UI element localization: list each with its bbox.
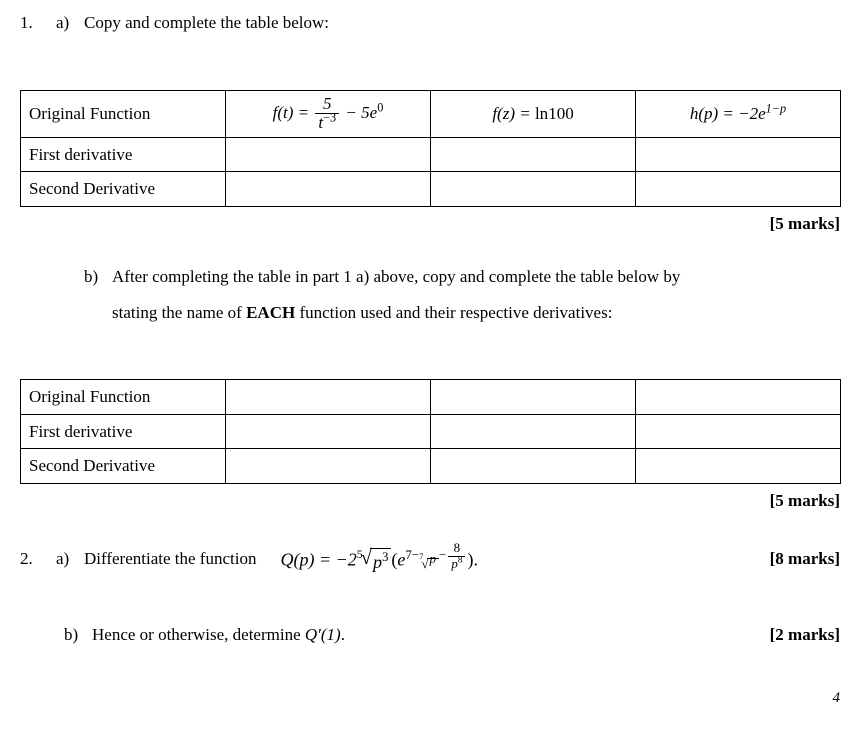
t1-r2-label: Second Derivative bbox=[21, 172, 226, 207]
q2b-qprime: Q′(1) bbox=[305, 625, 341, 644]
t1-r0-c1: f(t) = 5t−3 − 5e0 bbox=[226, 90, 431, 137]
t1r0c1-eexp: 0 bbox=[377, 100, 383, 114]
q2a-dot: . bbox=[473, 550, 478, 570]
t1r0c1-fden-e: −3 bbox=[323, 111, 336, 125]
q1b-marks: [5 marks] bbox=[20, 488, 840, 514]
t1r0c1-minus: − 5 bbox=[341, 103, 369, 122]
q2a-expm1: − bbox=[412, 547, 419, 562]
q1-number: 1. bbox=[20, 10, 56, 36]
t1-r0-c3: h(p) = −2e1−p bbox=[636, 90, 841, 137]
q1b-line2-pre: stating the name of bbox=[112, 303, 246, 322]
t2-r0-c2 bbox=[431, 380, 636, 415]
t1-r2-c1 bbox=[226, 172, 431, 207]
q2a-expfdene: 8 bbox=[458, 555, 463, 565]
t1-r0-c2: f(z) = ln100 bbox=[431, 90, 636, 137]
q2a-expm2: − bbox=[439, 547, 446, 562]
t2-r2-label: Second Derivative bbox=[21, 449, 226, 484]
q1b-block: b) After completing the table in part 1 … bbox=[84, 264, 842, 325]
q2a-radexp: 3 bbox=[382, 549, 388, 564]
q2a-text: Differentiate the function bbox=[84, 546, 256, 572]
q2b-dot: . bbox=[341, 625, 345, 644]
t2-r0-label: Original Function bbox=[21, 380, 226, 415]
t2-r1-c3 bbox=[636, 414, 841, 449]
t1-r1-c1 bbox=[226, 137, 431, 172]
t2-r1-label: First derivative bbox=[21, 414, 226, 449]
q2a-exprarg: p bbox=[427, 558, 439, 571]
q1a-text: Copy and complete the table below: bbox=[84, 10, 842, 36]
t1-r2-c2 bbox=[431, 172, 636, 207]
t1-r1-c2 bbox=[431, 137, 636, 172]
t1-r1-label: First derivative bbox=[21, 137, 226, 172]
q2b-marks: [2 marks] bbox=[770, 622, 840, 648]
table-row: Original Function bbox=[21, 380, 841, 415]
q2b-label: b) bbox=[64, 622, 92, 648]
q1b-line2-bold: EACH bbox=[246, 303, 295, 322]
t1-r0-label: Original Function bbox=[21, 90, 226, 137]
table-2: Original Function First derivative Secon… bbox=[20, 379, 841, 484]
t2-r1-c2 bbox=[431, 414, 636, 449]
q2b-textpre: Hence or otherwise, determine bbox=[92, 625, 305, 644]
q1a-label: a) bbox=[56, 10, 84, 36]
q2a-math: Q(p) = −25√p3(e7−7√p−8p8). bbox=[280, 541, 478, 576]
q2a-marks: [8 marks] bbox=[770, 546, 840, 572]
q2-number: 2. bbox=[20, 546, 56, 572]
table-row: Second Derivative bbox=[21, 172, 841, 207]
t2-r2-c2 bbox=[431, 449, 636, 484]
t1r0c3-pre: h(p) = −2 bbox=[690, 104, 758, 123]
page-number: 4 bbox=[20, 687, 840, 710]
q2a-label: a) bbox=[56, 546, 84, 572]
table-row: First derivative bbox=[21, 414, 841, 449]
table-row: Original Function f(t) = 5t−3 − 5e0 f(z)… bbox=[21, 90, 841, 137]
t2-r0-c1 bbox=[226, 380, 431, 415]
t1r0c2-ln: ln bbox=[535, 104, 548, 123]
q1b-label: b) bbox=[84, 264, 112, 290]
t2-r1-c1 bbox=[226, 414, 431, 449]
t1r0c3-eexp: 1−p bbox=[766, 101, 787, 115]
table-1: Original Function f(t) = 5t−3 − 5e0 f(z)… bbox=[20, 90, 841, 207]
q1a-marks: [5 marks] bbox=[20, 211, 840, 237]
t2-r2-c1 bbox=[226, 449, 431, 484]
t1r0c3-e: e bbox=[758, 104, 766, 123]
t2-r2-c3 bbox=[636, 449, 841, 484]
t1r0c2-pre: f(z) = bbox=[492, 104, 535, 123]
q1a-row: 1. a) Copy and complete the table below: bbox=[20, 10, 842, 36]
t1r0c2-lnarg: 100 bbox=[548, 104, 574, 123]
table-row: Second Derivative bbox=[21, 449, 841, 484]
q2a-radbase: p bbox=[373, 552, 382, 572]
t1-r1-c3 bbox=[636, 137, 841, 172]
q2a-lhs: Q(p) = −2 bbox=[280, 550, 356, 570]
t1-r2-c3 bbox=[636, 172, 841, 207]
q1b-line2-post: function used and their respective deriv… bbox=[295, 303, 612, 322]
q2a-row: 2. a) Differentiate the function Q(p) = … bbox=[20, 541, 840, 576]
table-row: First derivative bbox=[21, 137, 841, 172]
q2b-row: b) Hence or otherwise, determine Q′(1). … bbox=[20, 622, 840, 648]
t2-r0-c3 bbox=[636, 380, 841, 415]
t1r0c1-pre: f(t) = bbox=[273, 103, 314, 122]
q1b-line1: After completing the table in part 1 a) … bbox=[112, 267, 680, 286]
